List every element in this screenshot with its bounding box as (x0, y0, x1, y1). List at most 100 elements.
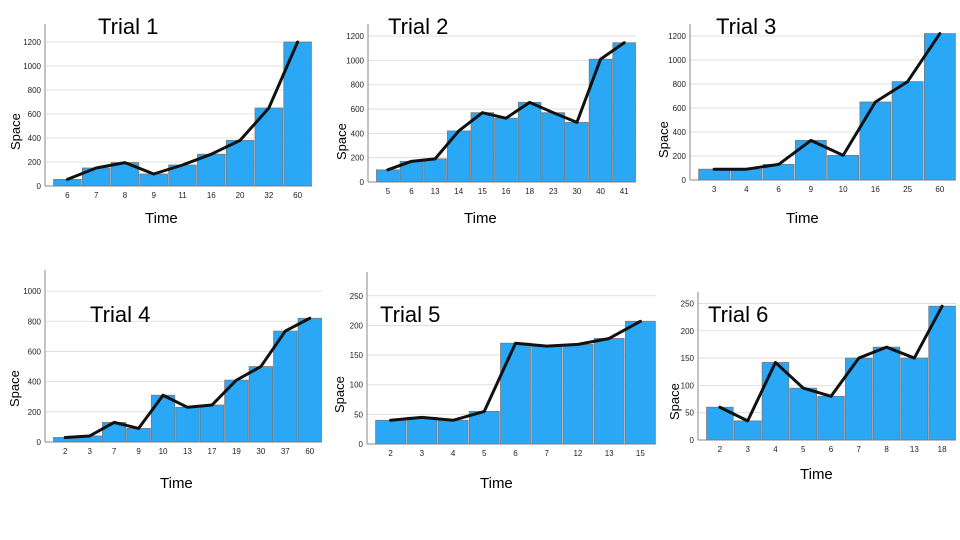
x-tick-label: 6 (829, 445, 834, 454)
bar (531, 345, 563, 445)
y-tick-label: 1000 (668, 56, 686, 65)
x-tick-label: 4 (451, 449, 456, 458)
y-tick-label: 400 (351, 129, 365, 138)
bar (500, 342, 531, 445)
x-tick-label: 60 (293, 191, 302, 200)
x-tick-label: 3 (745, 445, 750, 454)
bar (845, 357, 873, 441)
x-tick-label: 3 (712, 185, 717, 194)
chart-title: Trial 2 (388, 14, 449, 39)
y-tick-label: 100 (681, 381, 695, 390)
x-tick-label: 32 (264, 191, 273, 200)
x-tick-label: 13 (183, 447, 192, 456)
y-tick-label: 200 (351, 154, 365, 163)
x-tick-label: 18 (938, 445, 947, 454)
chart-title: Trial 4 (90, 302, 151, 327)
chart-title: Trial 1 (98, 14, 159, 39)
x-tick-label: 5 (482, 449, 487, 458)
x-tick-label: 15 (636, 449, 645, 458)
y-axis-label: Space (667, 383, 682, 420)
x-tick-label: 23 (549, 187, 558, 196)
y-tick-label: 1000 (23, 287, 41, 296)
x-tick-label: 8 (123, 191, 128, 200)
y-tick-label: 800 (28, 86, 42, 95)
x-tick-label: 60 (935, 185, 944, 194)
chart-title: Trial 5 (380, 302, 441, 327)
x-tick-label: 3 (420, 449, 425, 458)
trend-line (386, 41, 626, 172)
x-tick-label: 30 (256, 447, 265, 456)
x-tick-label: 16 (871, 185, 880, 194)
x-axis-label: Time (160, 475, 193, 492)
y-tick-label: 50 (354, 410, 363, 419)
x-tick-label: 2 (718, 445, 723, 454)
bar (225, 139, 255, 187)
x-tick-label: 9 (136, 447, 141, 456)
y-tick-label: 0 (360, 178, 365, 187)
y-tick-label: 50 (685, 409, 694, 418)
x-tick-label: 18 (525, 187, 534, 196)
bar (891, 81, 924, 181)
y-tick-label: 1000 (23, 62, 41, 71)
x-tick-label: 13 (605, 449, 614, 458)
y-tick-label: 600 (351, 105, 365, 114)
x-tick-label: 7 (112, 447, 117, 456)
x-tick-label: 5 (801, 445, 806, 454)
x-tick-label: 2 (388, 449, 393, 458)
bar (761, 362, 790, 441)
x-tick-label: 7 (857, 445, 862, 454)
bar (923, 33, 956, 181)
x-tick-label: 4 (744, 185, 749, 194)
bar (900, 357, 929, 441)
x-tick-label: 3 (87, 447, 92, 456)
x-axis-label: Time (464, 210, 497, 227)
x-tick-label: 6 (513, 449, 518, 458)
y-tick-label: 1000 (346, 56, 364, 65)
y-tick-label: 600 (28, 347, 42, 356)
bar (733, 420, 762, 441)
x-tick-label: 40 (596, 187, 605, 196)
x-tick-label: 20 (236, 191, 245, 200)
x-tick-label: 11 (178, 191, 187, 200)
trend-line (63, 316, 312, 439)
x-tick-label: 30 (572, 187, 581, 196)
trend-line (718, 304, 944, 423)
x-axis-label: Time (800, 466, 833, 483)
y-tick-label: 800 (673, 80, 687, 89)
y-tick-label: 0 (359, 440, 364, 449)
bar (625, 320, 656, 445)
y-tick-label: 250 (681, 299, 695, 308)
y-tick-label: 200 (673, 152, 687, 161)
x-axis-label: Time (786, 210, 819, 227)
y-tick-label: 600 (673, 104, 687, 113)
x-tick-label: 19 (232, 447, 241, 456)
chart-title: Trial 6 (708, 302, 769, 327)
bar (817, 395, 845, 441)
y-tick-label: 250 (350, 292, 364, 301)
y-tick-label: 150 (350, 351, 364, 360)
x-tick-label: 6 (776, 185, 781, 194)
x-tick-label: 13 (431, 187, 440, 196)
x-tick-label: 2 (63, 447, 68, 456)
bar (562, 343, 594, 445)
bar (827, 154, 860, 181)
x-tick-label: 9 (809, 185, 814, 194)
y-tick-label: 0 (690, 436, 695, 445)
x-tick-label: 37 (281, 447, 290, 456)
y-tick-label: 150 (681, 354, 695, 363)
y-tick-label: 200 (28, 158, 42, 167)
y-tick-label: 1200 (668, 32, 686, 41)
y-tick-label: 0 (37, 182, 42, 191)
bar (789, 387, 817, 441)
x-tick-label: 60 (305, 447, 314, 456)
x-axis-label: Time (480, 475, 513, 492)
y-tick-label: 800 (28, 317, 42, 326)
